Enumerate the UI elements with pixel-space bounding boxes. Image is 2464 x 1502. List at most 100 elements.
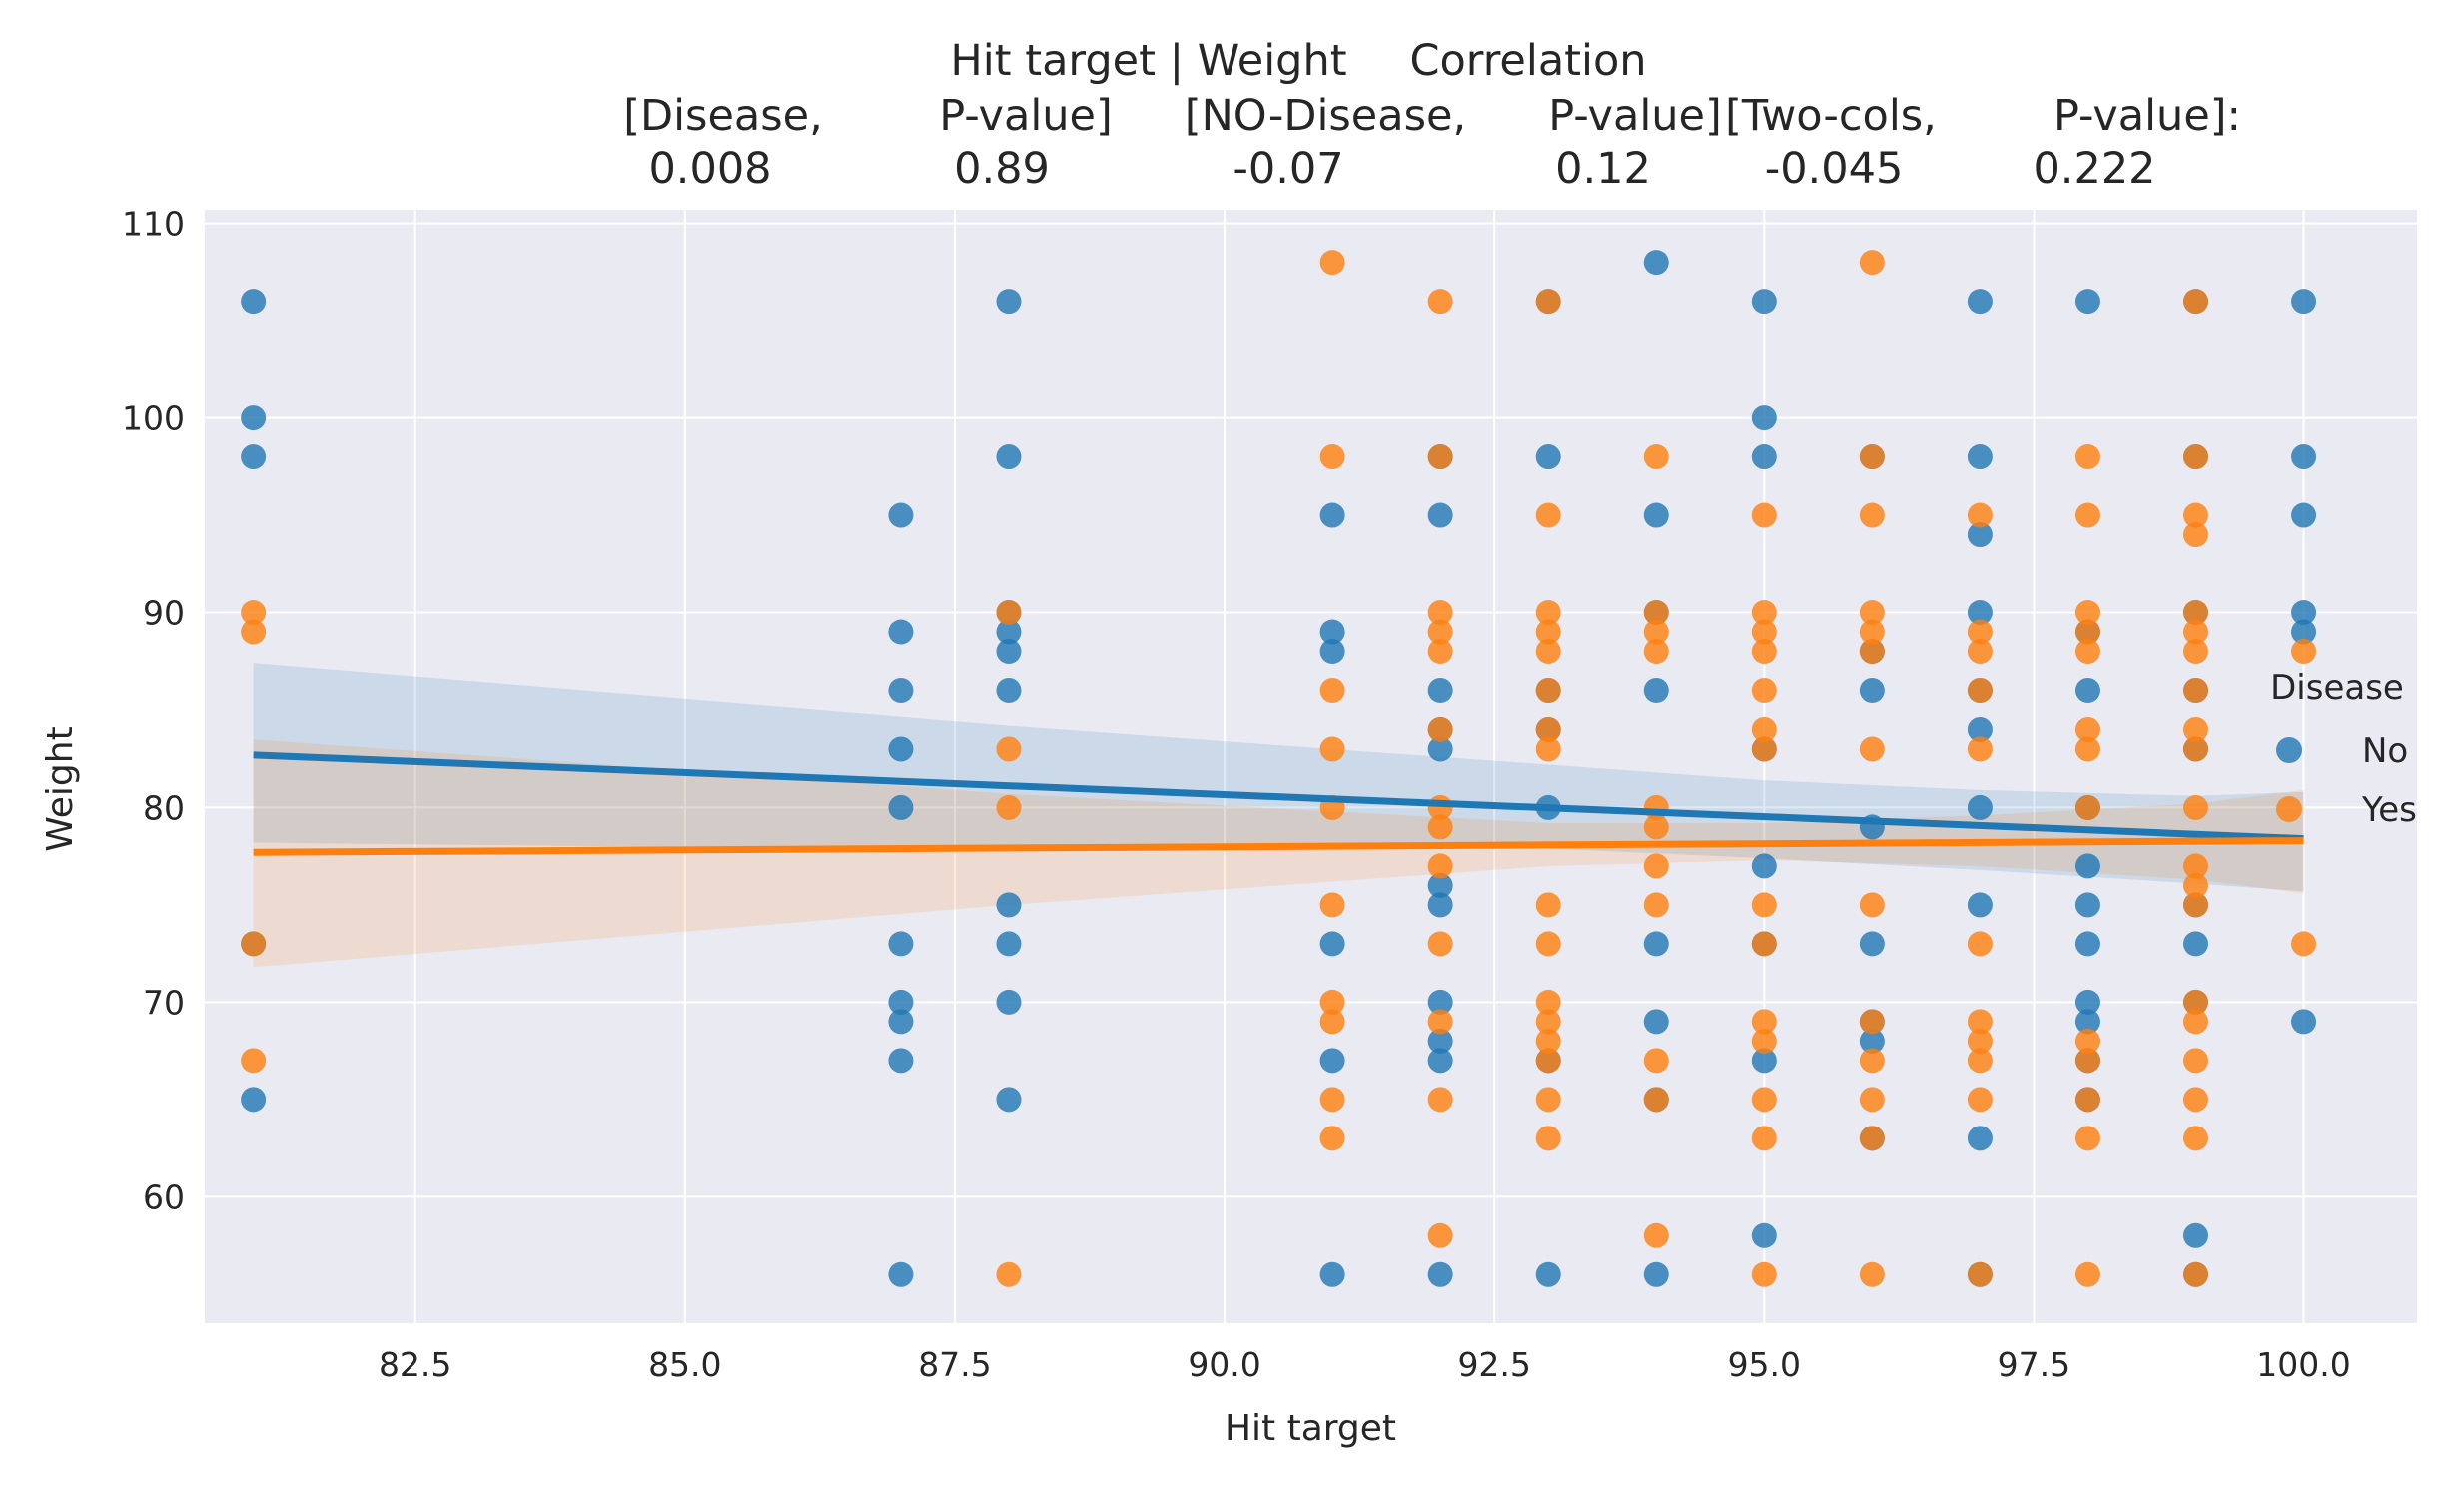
point-no [1751,1048,1777,1074]
point-yes [1643,1087,1669,1113]
title-segment: 0.89 [954,144,1050,194]
point-yes [1535,989,1561,1015]
point-yes [996,736,1022,762]
point-yes [1535,1087,1561,1113]
y-tick-label: 80 [143,788,185,827]
point-no [1427,989,1453,1015]
point-yes [1427,638,1453,664]
title-segment: P-value] [1548,91,1722,141]
point-yes [1535,600,1561,626]
point-yes [2183,502,2208,528]
point-no [1751,289,1777,315]
point-yes [1967,1261,1993,1287]
point-yes [1859,619,1885,645]
point-no [1427,1261,1453,1287]
title-segment: [NO-Disease, [1185,91,1466,141]
confidence-bands [253,663,2304,968]
point-no [1643,677,1669,703]
point-yes [2074,736,2100,762]
point-yes [1967,1087,1993,1113]
point-yes [2183,989,2208,1015]
point-yes [1967,931,1993,957]
point-no [1643,502,1669,528]
point-yes [1427,716,1453,742]
point-no [888,1009,914,1035]
point-yes [1859,736,1885,762]
point-no [1967,1126,1993,1151]
point-yes [1535,1126,1561,1151]
point-no [2291,619,2317,645]
point-yes [1535,289,1561,315]
title-segment: Hit target | Weight [950,36,1346,86]
point-no [1967,716,1993,742]
point-yes [2074,1126,2100,1151]
regression-line-yes [253,837,2304,856]
point-yes [2074,1028,2100,1054]
point-yes [1427,1009,1453,1035]
point-yes [1427,853,1453,879]
point-no [996,892,1022,918]
point-yes [1967,677,1993,703]
point-yes [1319,736,1345,762]
point-yes [1319,250,1345,276]
point-no [2074,853,2100,879]
x-tick-label: 97.5 [1998,1345,2070,1384]
point-yes [1751,1087,1777,1113]
point-no [1643,931,1669,957]
point-yes [1319,1087,1345,1113]
point-yes [1751,600,1777,626]
point-yes [2183,522,2208,548]
point-no [241,405,267,431]
point-no [996,444,1022,470]
point-yes [1859,1261,1885,1287]
point-yes [2183,872,2208,898]
point-yes [2074,619,2100,645]
title-segment: 0.222 [2033,144,2155,194]
legend-marker-yes [2276,796,2302,822]
point-yes [1859,1087,1885,1113]
point-no [2074,1009,2100,1035]
chart-title: Hit target | Weight Correlation [Disease, P… [623,36,2241,194]
point-yes [2183,638,2208,664]
legend-entry-no: No [2362,731,2408,771]
point-no [2074,931,2100,957]
point-yes [1535,619,1561,645]
point-yes [1859,600,1885,626]
point-yes [2074,502,2100,528]
point-yes [1967,638,1993,664]
point-yes [1319,1126,1345,1151]
y-axis-label: Weight [40,726,81,851]
point-yes [2291,638,2317,664]
point-yes [1751,677,1777,703]
point-yes [2183,619,2208,645]
point-yes [241,619,267,645]
legend-title: Disease [2270,668,2404,708]
point-yes [1427,600,1453,626]
point-no [888,1261,914,1287]
point-no [1643,1261,1669,1287]
title-segment: P-value]: [2053,91,2241,141]
title-segment: -0.07 [1232,144,1343,194]
point-no [1535,444,1561,470]
point-no [888,989,914,1015]
point-yes [2074,638,2100,664]
title-segment: 0.008 [648,144,771,194]
point-no [1643,1009,1669,1035]
point-yes [1859,1009,1885,1035]
point-yes [2183,289,2208,315]
point-yes [1535,931,1561,957]
point-yes [1643,1222,1669,1248]
point-no [1319,638,1345,664]
point-yes [996,600,1022,626]
point-no [1319,1261,1345,1287]
point-no [1319,1048,1345,1074]
x-tick-label: 87.5 [918,1345,991,1384]
point-yes [1319,892,1345,918]
y-tick-label: 60 [143,1177,185,1216]
title-segment: P-value] [939,91,1113,141]
point-yes [2183,1261,2208,1287]
title-segment: [Disease, [623,91,823,141]
point-yes [241,1048,267,1074]
